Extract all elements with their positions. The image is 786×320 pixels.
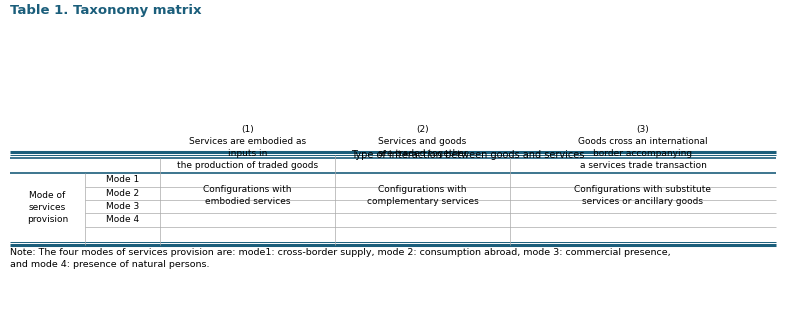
Text: (3)
Goods cross an international
border accompanying
a services trade transactio: (3) Goods cross an international border … [575,124,711,206]
Text: Type of interaction between goods and services: Type of interaction between goods and se… [351,150,585,160]
Text: Note: The four modes of services provision are: mode1: cross-border supply, mode: Note: The four modes of services provisi… [10,248,670,269]
Text: Mode 1: Mode 1 [106,175,139,185]
Text: Table 1. Taxonomy matrix: Table 1. Taxonomy matrix [10,4,201,17]
Text: Mode of
services
provision: Mode of services provision [27,190,68,225]
Text: (2)
Services and goods
are traded together


Configurations with
complementary s: (2) Services and goods are traded togeth… [366,124,479,206]
Text: Mode 2: Mode 2 [106,189,139,198]
Text: Mode 3: Mode 3 [106,202,139,211]
Text: (1)
Services are embodied as
inputs in
the production of traded goods

Configura: (1) Services are embodied as inputs in t… [177,124,318,206]
Text: Mode 4: Mode 4 [106,215,139,225]
